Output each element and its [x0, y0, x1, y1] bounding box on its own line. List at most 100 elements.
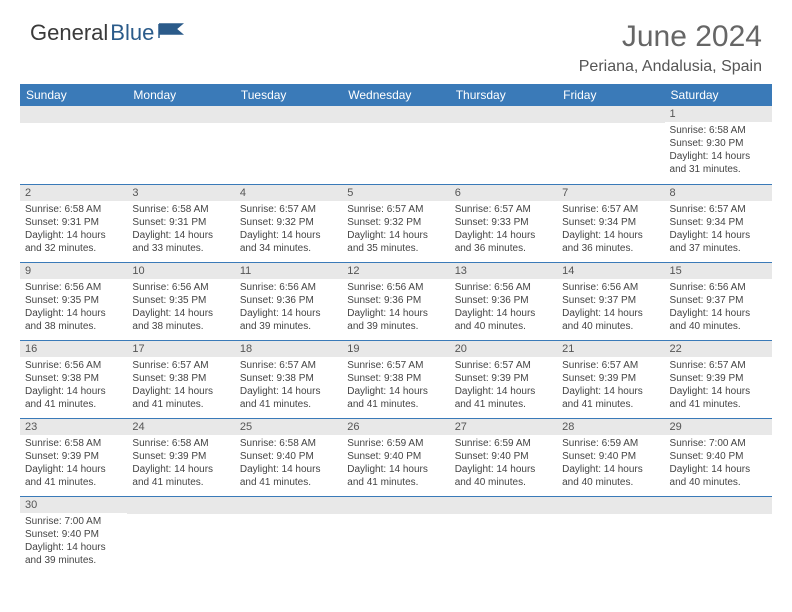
- day-body: Sunrise: 6:57 AMSunset: 9:39 PMDaylight:…: [665, 357, 772, 415]
- day-cell: 3Sunrise: 6:58 AMSunset: 9:31 PMDaylight…: [127, 184, 234, 262]
- day-cell: 15Sunrise: 6:56 AMSunset: 9:37 PMDayligh…: [665, 262, 772, 340]
- day-cell: 22Sunrise: 6:57 AMSunset: 9:39 PMDayligh…: [665, 340, 772, 418]
- day-cell: [127, 106, 234, 184]
- day-body: Sunrise: 6:58 AMSunset: 9:31 PMDaylight:…: [20, 201, 127, 259]
- day-number: 11: [235, 263, 342, 279]
- day-number-empty: [450, 497, 557, 514]
- day-number: 7: [557, 185, 664, 201]
- day-body: Sunrise: 6:58 AMSunset: 9:40 PMDaylight:…: [235, 435, 342, 493]
- week-row: 1Sunrise: 6:58 AMSunset: 9:30 PMDaylight…: [20, 106, 772, 184]
- day-number: 19: [342, 341, 449, 357]
- day-number: 18: [235, 341, 342, 357]
- day-cell: 1Sunrise: 6:58 AMSunset: 9:30 PMDaylight…: [665, 106, 772, 184]
- day-number-empty: [127, 106, 234, 123]
- day-number-empty: [557, 106, 664, 123]
- day-cell: [127, 496, 234, 574]
- day-number: 4: [235, 185, 342, 201]
- day-body: Sunrise: 6:58 AMSunset: 9:39 PMDaylight:…: [20, 435, 127, 493]
- day-body: Sunrise: 6:57 AMSunset: 9:39 PMDaylight:…: [557, 357, 664, 415]
- week-row: 30Sunrise: 7:00 AMSunset: 9:40 PMDayligh…: [20, 496, 772, 574]
- day-number-empty: [450, 106, 557, 123]
- day-body: Sunrise: 6:57 AMSunset: 9:34 PMDaylight:…: [665, 201, 772, 259]
- day-number: 2: [20, 185, 127, 201]
- day-number: 6: [450, 185, 557, 201]
- day-body: Sunrise: 6:58 AMSunset: 9:39 PMDaylight:…: [127, 435, 234, 493]
- day-number: 28: [557, 419, 664, 435]
- week-row: 23Sunrise: 6:58 AMSunset: 9:39 PMDayligh…: [20, 418, 772, 496]
- day-cell: 26Sunrise: 6:59 AMSunset: 9:40 PMDayligh…: [342, 418, 449, 496]
- day-body: Sunrise: 7:00 AMSunset: 9:40 PMDaylight:…: [665, 435, 772, 493]
- day-cell: 6Sunrise: 6:57 AMSunset: 9:33 PMDaylight…: [450, 184, 557, 262]
- day-header: Saturday: [665, 84, 772, 106]
- day-number: 8: [665, 185, 772, 201]
- day-cell: 2Sunrise: 6:58 AMSunset: 9:31 PMDaylight…: [20, 184, 127, 262]
- day-body: Sunrise: 6:57 AMSunset: 9:38 PMDaylight:…: [127, 357, 234, 415]
- day-cell: 23Sunrise: 6:58 AMSunset: 9:39 PMDayligh…: [20, 418, 127, 496]
- day-body: Sunrise: 6:56 AMSunset: 9:36 PMDaylight:…: [450, 279, 557, 337]
- day-cell: 7Sunrise: 6:57 AMSunset: 9:34 PMDaylight…: [557, 184, 664, 262]
- day-header: Monday: [127, 84, 234, 106]
- day-number: 5: [342, 185, 449, 201]
- day-number: 24: [127, 419, 234, 435]
- day-header-row: SundayMondayTuesdayWednesdayThursdayFrid…: [20, 84, 772, 106]
- day-header: Sunday: [20, 84, 127, 106]
- day-number: 27: [450, 419, 557, 435]
- day-cell: 5Sunrise: 6:57 AMSunset: 9:32 PMDaylight…: [342, 184, 449, 262]
- day-body: Sunrise: 6:56 AMSunset: 9:38 PMDaylight:…: [20, 357, 127, 415]
- day-cell: 25Sunrise: 6:58 AMSunset: 9:40 PMDayligh…: [235, 418, 342, 496]
- day-number-empty: [342, 106, 449, 123]
- logo-text-blue: Blue: [110, 20, 154, 46]
- day-cell: [235, 496, 342, 574]
- day-number: 14: [557, 263, 664, 279]
- day-body: Sunrise: 6:58 AMSunset: 9:30 PMDaylight:…: [665, 122, 772, 180]
- day-body: Sunrise: 6:56 AMSunset: 9:37 PMDaylight:…: [557, 279, 664, 337]
- day-cell: 13Sunrise: 6:56 AMSunset: 9:36 PMDayligh…: [450, 262, 557, 340]
- logo: GeneralBlue: [30, 20, 184, 46]
- day-number: 21: [557, 341, 664, 357]
- day-cell: [665, 496, 772, 574]
- day-cell: 11Sunrise: 6:56 AMSunset: 9:36 PMDayligh…: [235, 262, 342, 340]
- day-header: Wednesday: [342, 84, 449, 106]
- day-number: 26: [342, 419, 449, 435]
- day-number-empty: [235, 106, 342, 123]
- day-number: 25: [235, 419, 342, 435]
- flag-icon: [158, 20, 184, 46]
- day-body: Sunrise: 6:56 AMSunset: 9:36 PMDaylight:…: [342, 279, 449, 337]
- day-header: Thursday: [450, 84, 557, 106]
- day-cell: 12Sunrise: 6:56 AMSunset: 9:36 PMDayligh…: [342, 262, 449, 340]
- day-body: Sunrise: 6:56 AMSunset: 9:35 PMDaylight:…: [20, 279, 127, 337]
- day-number: 1: [665, 106, 772, 122]
- day-cell: [450, 496, 557, 574]
- day-number-empty: [665, 497, 772, 514]
- logo-text-general: General: [30, 20, 108, 46]
- day-body: Sunrise: 6:59 AMSunset: 9:40 PMDaylight:…: [557, 435, 664, 493]
- day-header: Tuesday: [235, 84, 342, 106]
- day-number: 9: [20, 263, 127, 279]
- day-number: 16: [20, 341, 127, 357]
- day-body: Sunrise: 6:57 AMSunset: 9:32 PMDaylight:…: [235, 201, 342, 259]
- day-cell: 28Sunrise: 6:59 AMSunset: 9:40 PMDayligh…: [557, 418, 664, 496]
- day-cell: 20Sunrise: 6:57 AMSunset: 9:39 PMDayligh…: [450, 340, 557, 418]
- week-row: 9Sunrise: 6:56 AMSunset: 9:35 PMDaylight…: [20, 262, 772, 340]
- day-number: 29: [665, 419, 772, 435]
- day-body: Sunrise: 6:57 AMSunset: 9:32 PMDaylight:…: [342, 201, 449, 259]
- day-body: Sunrise: 6:57 AMSunset: 9:38 PMDaylight:…: [235, 357, 342, 415]
- location: Periana, Andalusia, Spain: [579, 58, 762, 76]
- calendar-table: SundayMondayTuesdayWednesdayThursdayFrid…: [20, 84, 772, 574]
- day-cell: 8Sunrise: 6:57 AMSunset: 9:34 PMDaylight…: [665, 184, 772, 262]
- day-cell: 27Sunrise: 6:59 AMSunset: 9:40 PMDayligh…: [450, 418, 557, 496]
- day-body: Sunrise: 6:57 AMSunset: 9:33 PMDaylight:…: [450, 201, 557, 259]
- day-number: 3: [127, 185, 234, 201]
- day-cell: [557, 496, 664, 574]
- day-cell: [342, 106, 449, 184]
- day-cell: [235, 106, 342, 184]
- day-cell: 10Sunrise: 6:56 AMSunset: 9:35 PMDayligh…: [127, 262, 234, 340]
- week-row: 16Sunrise: 6:56 AMSunset: 9:38 PMDayligh…: [20, 340, 772, 418]
- day-number-empty: [127, 497, 234, 514]
- day-cell: 16Sunrise: 6:56 AMSunset: 9:38 PMDayligh…: [20, 340, 127, 418]
- day-cell: [20, 106, 127, 184]
- day-number: 17: [127, 341, 234, 357]
- title-block: June 2024 Periana, Andalusia, Spain: [579, 20, 762, 76]
- week-row: 2Sunrise: 6:58 AMSunset: 9:31 PMDaylight…: [20, 184, 772, 262]
- day-body: Sunrise: 6:56 AMSunset: 9:35 PMDaylight:…: [127, 279, 234, 337]
